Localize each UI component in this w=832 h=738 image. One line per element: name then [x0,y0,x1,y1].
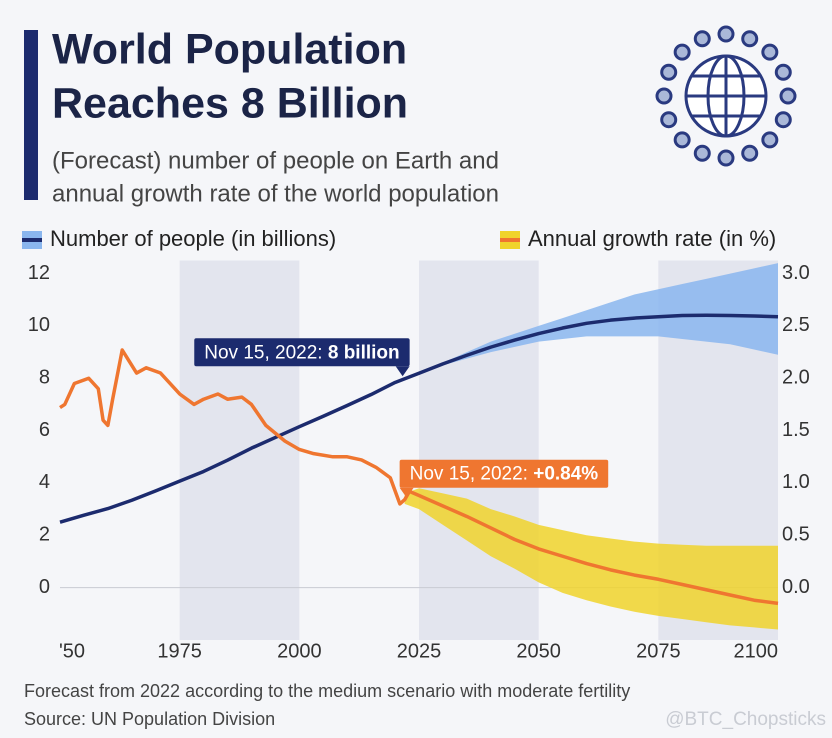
annotation-box [399,459,609,488]
y-tick-label: 4 [39,471,50,493]
annotation-text: Nov 15, 2022: 8 billion [204,342,399,363]
y-tick-label: 2 [39,524,50,546]
x-tick-label: 2050 [516,640,561,662]
icon-figure [741,144,759,162]
footer-source: Source: UN Population Division [24,709,275,729]
icon-figure [779,87,797,105]
icon-figure [761,43,779,61]
y-tick-label: 6 [39,419,50,441]
annotation-value: +0.84% [533,464,598,485]
icon-figure [655,87,673,105]
annotation-label: Nov 15, 2022: [410,464,534,485]
y2-tick-label: 2.0 [782,367,810,389]
y-tick-label: 0 [39,576,50,598]
period-shade [419,260,539,640]
x-tick-label: 1975 [157,640,202,662]
icon-figure [660,111,678,129]
y2-tick-label: 0.5 [782,524,810,546]
y-tick-label: 10 [28,314,50,336]
x-tick-label: 2100 [734,640,779,662]
x-tick-label: 2075 [636,640,681,662]
legend-label: Number of people (in billions) [50,226,336,251]
icon-figure [741,30,759,48]
icon-figure [774,111,792,129]
annotation-label: Nov 15, 2022: [204,342,328,363]
forecast-band [404,488,778,630]
x-tick-label: 2000 [277,640,322,662]
y-tick-label: 12 [28,262,50,284]
series-line [59,348,779,606]
annotation-pointer [399,487,414,498]
y2-tick-label: 1.0 [782,471,810,493]
y2-tick-label: 2.5 [782,314,810,336]
icon-figure [673,131,691,149]
legend-label: Annual growth rate (in %) [528,226,776,251]
icon-figure [774,63,792,81]
icon-figure [673,43,691,61]
icon-figure [717,149,735,167]
annotation-text: Nov 15, 2022: +0.84% [410,464,599,485]
legend-line [22,238,42,242]
forecast-band [419,263,778,374]
globe-icon [655,25,797,167]
series-line [59,313,779,524]
y2-tick-label: 3.0 [782,262,810,284]
title-accent [24,30,38,200]
chart-subtitle: (Forecast) number of people on Earth and [52,147,499,174]
chart-title: World Population [52,25,407,73]
annotation: Nov 15, 2022: +0.84% [399,459,609,498]
x-tick-label: '50 [59,640,85,662]
icon-figure [660,63,678,81]
footer-note: Forecast from 2022 according to the medi… [24,681,630,701]
icon-figure [717,25,735,43]
y-tick-label: 8 [39,367,50,389]
x-tick-label: 2025 [397,640,442,662]
legend-line [500,238,520,242]
icon-figure [693,30,711,48]
y2-tick-label: 0.0 [782,576,810,598]
annotation-value: 8 billion [328,342,400,363]
period-shade [179,260,300,640]
y2-tick-label: 1.5 [782,419,810,441]
chart-title: Reaches 8 Billion [52,79,408,127]
icon-figure [693,144,711,162]
annotation-box [194,338,410,367]
chart-subtitle: annual growth rate of the world populati… [52,180,499,207]
icon-figure [761,131,779,149]
annotation: Nov 15, 2022: 8 billion [194,338,410,377]
annotation-pointer [395,366,410,377]
watermark: @BTC_Chopsticks [665,709,826,730]
